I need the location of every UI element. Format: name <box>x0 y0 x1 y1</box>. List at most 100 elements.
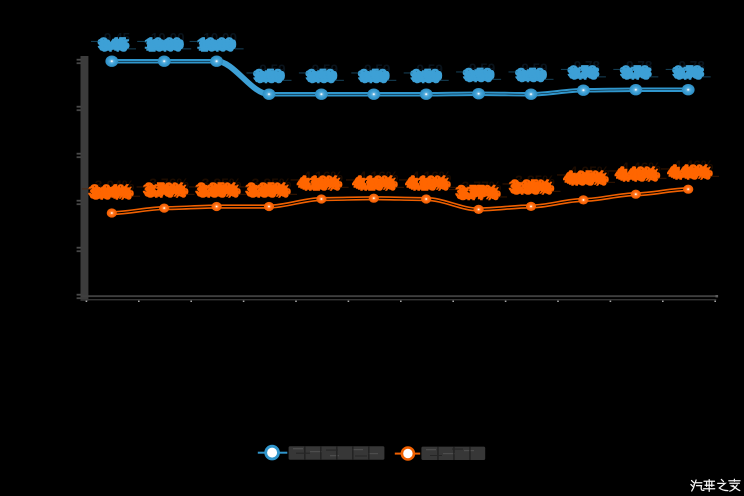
svg-text:3.85%: 3.85% <box>515 172 555 188</box>
svg-text:4.46%: 4.46% <box>669 161 709 177</box>
svg-text:9.59: 9.59 <box>361 67 387 82</box>
svg-text:3.04%: 3.04% <box>90 181 130 197</box>
svg-text:3.77%: 3.77% <box>458 185 498 201</box>
svg-text:3.04%: 3.04% <box>94 183 134 199</box>
svg-text:3.85%: 3.85% <box>197 184 237 200</box>
svg-text:4.05%: 4.05% <box>563 169 603 185</box>
svg-text:4.16%: 4.16% <box>407 177 447 193</box>
svg-text:4.46%: 4.46% <box>617 163 657 179</box>
svg-text:9.78: 9.78 <box>574 59 601 74</box>
svg-text:9.59: 9.59 <box>518 66 544 81</box>
svg-text:9.59: 9.59 <box>308 67 334 82</box>
svg-text:9.78: 9.78 <box>674 67 701 82</box>
svg-text:4.46%: 4.46% <box>618 168 658 184</box>
svg-text:9.59: 9.59 <box>416 68 442 83</box>
svg-text:9.45: 9.45 <box>104 31 131 46</box>
svg-text:9.59: 9.59 <box>412 70 438 85</box>
svg-text:9.59: 9.59 <box>310 70 336 85</box>
svg-text:9.78: 9.78 <box>621 67 648 82</box>
svg-text:3.77%: 3.77% <box>460 186 500 202</box>
svg-text:3.76%: 3.76% <box>146 179 186 195</box>
svg-text:4.16%: 4.16% <box>405 174 445 190</box>
svg-text:9.59: 9.59 <box>519 69 545 84</box>
svg-text:3.85%: 3.85% <box>197 179 237 195</box>
svg-text:4.16%: 4.16% <box>412 168 452 184</box>
svg-text:4.16%: 4.16% <box>408 175 448 191</box>
svg-text:10.00: 10.00 <box>203 37 237 52</box>
svg-text:4.16%: 4.16% <box>300 175 340 191</box>
svg-text:9.59: 9.59 <box>516 69 542 84</box>
svg-text:4.05%: 4.05% <box>569 169 609 185</box>
svg-text:10.00: 10.00 <box>201 39 235 54</box>
svg-text:3.04%: 3.04% <box>91 181 131 197</box>
svg-text:4.46%: 4.46% <box>670 164 710 180</box>
svg-text:10.00: 10.00 <box>203 31 237 46</box>
svg-text:9.59: 9.59 <box>413 67 439 82</box>
svg-text:9.59: 9.59 <box>257 71 283 86</box>
svg-text:9.78: 9.78 <box>679 59 706 74</box>
svg-text:3.85%: 3.85% <box>512 181 552 197</box>
svg-text:3.85%: 3.85% <box>201 181 241 197</box>
svg-text:4.16%: 4.16% <box>408 172 448 188</box>
svg-text:9.59: 9.59 <box>308 69 334 84</box>
svg-text:3.85%: 3.85% <box>249 184 289 200</box>
svg-text:9.45: 9.45 <box>102 38 129 53</box>
svg-text:10.00: 10.00 <box>150 37 184 52</box>
svg-text:9.59: 9.59 <box>257 70 283 85</box>
svg-text:4.16%: 4.16% <box>303 174 343 190</box>
svg-text:9.78: 9.78 <box>675 63 702 78</box>
svg-text:3.04%: 3.04% <box>93 185 133 201</box>
svg-text:9.59: 9.59 <box>364 68 390 83</box>
svg-text:3.85%: 3.85% <box>510 181 550 197</box>
svg-text:4.16%: 4.16% <box>410 176 450 192</box>
svg-text:9.59: 9.59 <box>515 67 541 82</box>
svg-text:3.85%: 3.85% <box>512 179 552 195</box>
svg-text:9.59: 9.59 <box>311 68 337 83</box>
svg-text:3.76%: 3.76% <box>143 181 183 197</box>
svg-text:10.00: 10.00 <box>199 35 233 50</box>
svg-text:3.85%: 3.85% <box>509 178 549 194</box>
svg-text:9.59: 9.59 <box>256 69 282 84</box>
svg-text:9.59: 9.59 <box>253 68 279 83</box>
svg-text:9.59: 9.59 <box>259 68 285 83</box>
svg-text:4.16%: 4.16% <box>356 177 396 193</box>
svg-text:9.59: 9.59 <box>412 66 438 81</box>
svg-text:3.85%: 3.85% <box>515 178 555 194</box>
svg-text:4.05%: 4.05% <box>565 167 605 183</box>
svg-text:9.59: 9.59 <box>364 62 390 77</box>
svg-text:9.78: 9.78 <box>626 59 653 74</box>
svg-text:10.00: 10.00 <box>200 37 234 52</box>
svg-text:9.78: 9.78 <box>569 63 596 78</box>
svg-text:3.04%: 3.04% <box>88 183 128 199</box>
svg-text:3.76%: 3.76% <box>145 179 185 195</box>
svg-text:9.59: 9.59 <box>307 66 333 81</box>
svg-text:3.76%: 3.76% <box>147 183 187 199</box>
svg-text:10.00: 10.00 <box>200 35 234 50</box>
svg-text:4.16%: 4.16% <box>300 172 340 188</box>
svg-text:9.59: 9.59 <box>466 70 492 85</box>
svg-text:3.77%: 3.77% <box>462 178 502 194</box>
svg-text:3.85%: 3.85% <box>195 181 235 197</box>
svg-text:9.59: 9.59 <box>519 70 545 85</box>
svg-text:9.78: 9.78 <box>676 67 703 82</box>
svg-text:9.59: 9.59 <box>465 66 491 81</box>
svg-text:3.77%: 3.77% <box>457 186 497 202</box>
svg-text:10.00: 10.00 <box>147 37 181 52</box>
svg-text:9.59: 9.59 <box>518 68 544 83</box>
svg-text:3.77%: 3.77% <box>461 184 501 200</box>
svg-text:9.59: 9.59 <box>465 68 491 83</box>
svg-text:4.46%: 4.46% <box>671 166 711 182</box>
svg-text:9.59: 9.59 <box>415 70 441 85</box>
svg-text:9.78: 9.78 <box>570 65 597 80</box>
svg-text:9.45: 9.45 <box>97 36 124 51</box>
svg-text:9.59: 9.59 <box>256 67 282 82</box>
svg-text:9.59: 9.59 <box>361 69 387 84</box>
svg-text:4.05%: 4.05% <box>566 167 606 183</box>
svg-text:9.59: 9.59 <box>465 65 491 80</box>
svg-text:9.59: 9.59 <box>413 69 439 84</box>
svg-text:4.16%: 4.16% <box>355 175 395 191</box>
svg-text:3.85%: 3.85% <box>248 179 288 195</box>
svg-text:3.76%: 3.76% <box>147 184 187 200</box>
svg-text:9.78: 9.78 <box>672 64 699 79</box>
svg-text:9.45: 9.45 <box>100 35 127 50</box>
